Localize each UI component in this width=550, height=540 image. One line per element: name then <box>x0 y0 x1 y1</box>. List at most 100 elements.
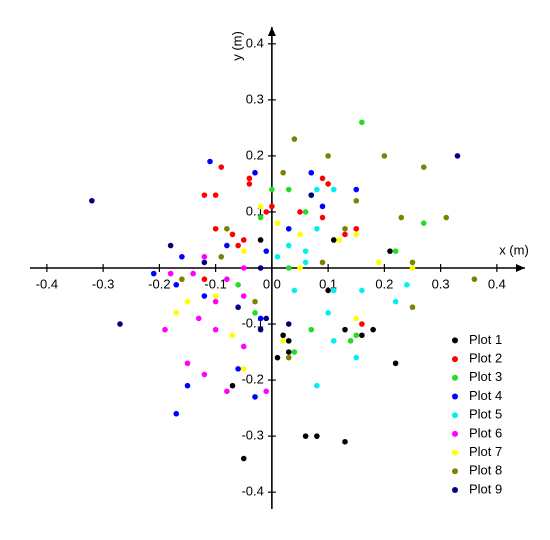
legend-marker <box>452 393 458 400</box>
data-point <box>257 326 264 333</box>
legend-label: Plot 3 <box>469 369 502 384</box>
data-point <box>201 276 208 283</box>
data-point <box>375 259 382 266</box>
y-axis-label: y (m) <box>229 31 244 61</box>
data-point <box>297 209 303 215</box>
legend-marker <box>452 412 458 419</box>
data-point <box>347 338 354 344</box>
data-point <box>330 287 337 294</box>
data-point <box>184 382 191 389</box>
data-point <box>314 186 320 193</box>
data-point <box>353 315 360 322</box>
data-point <box>302 248 309 254</box>
data-point <box>330 338 337 344</box>
legend-label: Plot 7 <box>469 444 502 459</box>
data-point <box>240 237 247 243</box>
data-point <box>325 181 331 187</box>
data-point <box>297 265 303 271</box>
data-point <box>353 332 360 339</box>
data-point <box>274 220 281 226</box>
data-point <box>201 259 208 266</box>
data-point <box>319 175 326 182</box>
data-point <box>201 253 208 260</box>
data-point <box>179 253 185 260</box>
legend-label: Plot 5 <box>469 407 502 422</box>
data-point <box>420 220 427 226</box>
data-point <box>218 164 225 170</box>
y-tick-label: -0.2 <box>241 372 263 387</box>
data-point <box>212 326 219 333</box>
data-point <box>240 343 247 350</box>
data-point <box>257 315 264 322</box>
data-point <box>314 433 320 439</box>
data-point <box>240 455 247 462</box>
data-point <box>336 237 343 243</box>
data-point <box>201 371 208 378</box>
x-axis-arrow <box>516 264 525 272</box>
data-point <box>359 332 365 339</box>
data-point <box>257 203 264 210</box>
data-point <box>212 192 219 198</box>
data-point <box>207 158 213 165</box>
data-point <box>353 186 360 193</box>
data-point <box>269 203 275 210</box>
data-point <box>212 293 219 299</box>
data-point <box>291 349 298 355</box>
data-point <box>359 287 365 294</box>
data-point <box>263 209 270 215</box>
data-point <box>274 354 281 361</box>
legend-label: Plot 8 <box>469 463 502 478</box>
data-point <box>240 366 247 372</box>
data-point <box>235 242 241 249</box>
x-tick-label: -0.2 <box>148 276 170 291</box>
data-point <box>257 214 264 221</box>
data-point <box>252 394 258 400</box>
data-point <box>342 225 348 232</box>
data-point <box>308 169 315 176</box>
data-point <box>274 253 281 260</box>
data-point <box>235 304 241 311</box>
data-point <box>240 248 247 254</box>
data-point <box>263 248 270 254</box>
legend-marker <box>452 337 458 344</box>
x-tick-label: 0.3 <box>432 276 450 291</box>
data-point <box>218 253 225 260</box>
legend-marker <box>452 468 458 475</box>
legend-marker <box>452 430 458 437</box>
data-point <box>409 259 416 266</box>
data-point <box>314 382 320 389</box>
data-point <box>297 231 303 238</box>
data-point <box>420 164 427 170</box>
data-point <box>246 181 253 187</box>
data-point <box>173 282 180 288</box>
data-point <box>89 197 95 204</box>
data-point <box>392 298 399 305</box>
legend-marker <box>452 356 458 363</box>
data-point <box>252 298 258 305</box>
data-point <box>285 338 292 344</box>
data-point <box>398 214 405 221</box>
data-point <box>342 438 348 445</box>
data-point <box>257 265 264 271</box>
legend-label: Plot 4 <box>469 388 502 403</box>
data-point <box>280 332 286 339</box>
data-point <box>263 315 270 322</box>
legend-marker <box>452 487 458 493</box>
data-point <box>353 225 360 232</box>
data-point <box>224 276 230 283</box>
y-tick-label: -0.3 <box>241 428 263 443</box>
data-point <box>179 276 185 283</box>
data-point <box>359 119 365 126</box>
data-point <box>319 259 326 266</box>
x-tick-label: -0.4 <box>36 276 58 291</box>
legend-label: Plot 6 <box>469 425 502 440</box>
y-axis-arrow <box>267 27 276 36</box>
data-point <box>252 310 258 316</box>
data-point <box>257 237 264 243</box>
data-point <box>392 360 399 367</box>
legend-marker <box>452 374 458 381</box>
data-point <box>173 310 180 316</box>
data-point <box>184 360 191 367</box>
data-point <box>280 338 286 344</box>
